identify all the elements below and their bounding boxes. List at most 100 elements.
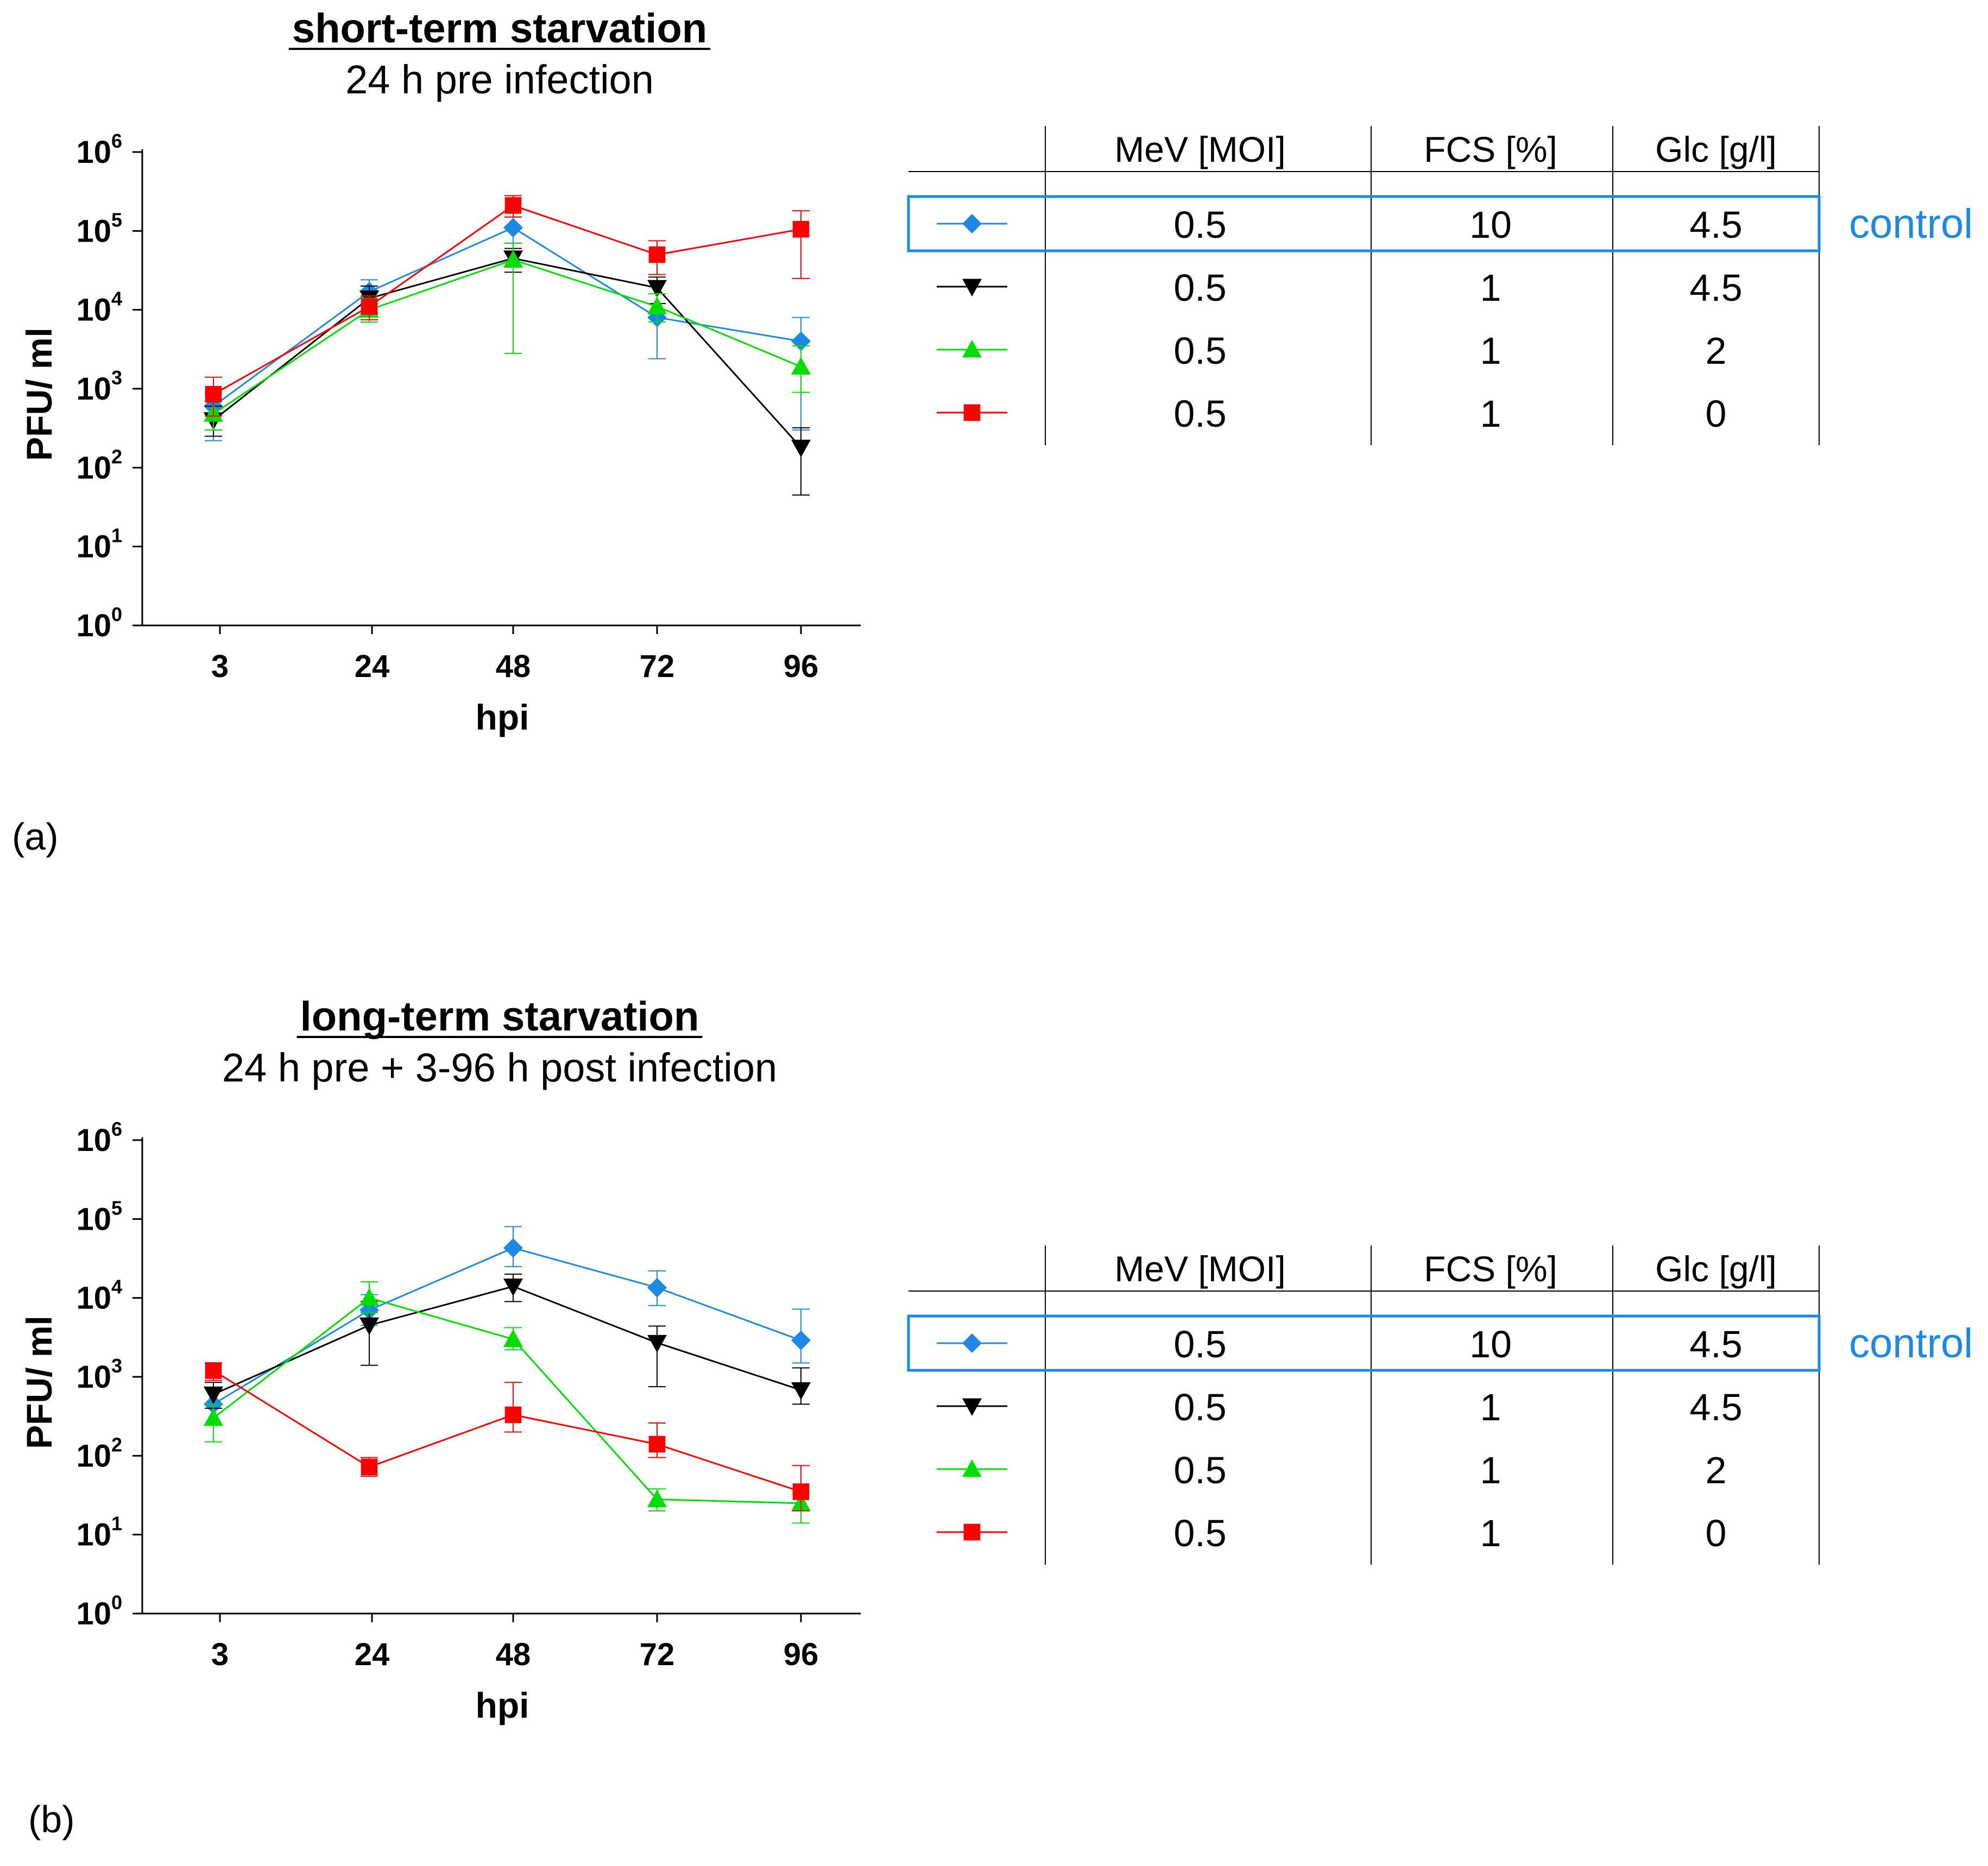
table-column-header: MeV [MOI] [1114,1249,1285,1289]
x-tick-label: 96 [784,1637,819,1672]
table-row: 0.5 1 2 [937,330,1726,372]
control-label: control [1849,201,1973,247]
series-triangle-down [204,248,811,496]
data-point [205,1362,222,1379]
series-square [205,195,810,417]
series-line [213,204,801,395]
control-highlight-box [907,1314,1821,1372]
control-label: control [1849,1320,1973,1367]
chart-title: long-term starvation [300,994,699,1040]
y-tick-base: 10 [76,1359,111,1395]
table-column-header: Glc [g/l] [1655,129,1777,169]
table-cell: 1 [1480,393,1501,435]
y-tick-base: 10 [76,1123,111,1158]
legend-marker [962,214,982,233]
data-point [205,385,222,403]
table-cell: 0.5 [1173,393,1226,435]
table-row: 0.5 1 2 [937,1449,1726,1491]
y-tick-base: 10 [76,450,111,485]
series-diamond [204,1226,811,1425]
y-tick-exponent: 5 [111,1197,122,1219]
legend-marker [963,1523,981,1541]
table-cell: 1 [1480,1449,1501,1491]
x-tick-label: 48 [496,649,531,684]
data-point [791,439,811,458]
panel-b: long-term starvation 24 h pre + 3-96 h po… [19,994,861,1840]
data-point [504,197,522,214]
y-tick-label: 106 [76,1118,122,1158]
data-point [503,250,523,268]
data-point [359,1288,379,1306]
x-tick-label: 48 [496,1637,531,1672]
table-row: 0.5 1 0 [937,393,1726,435]
x-axis-label: hpi [476,697,529,737]
table-row: 0.5 1 0 [937,1512,1726,1554]
table-cell: 0.5 [1173,204,1226,246]
data-point [647,1277,667,1298]
series-line [213,1370,801,1493]
panel-label: (b) [28,1798,75,1840]
y-tick-exponent: 3 [111,1355,122,1377]
data-point [791,1382,811,1400]
data-point [647,1489,667,1508]
table-cell: 1 [1480,330,1501,372]
panel-label: (a) [12,815,59,858]
y-tick-base: 10 [76,371,111,407]
legend-marker [962,1333,982,1353]
y-tick-label: 105 [76,208,122,249]
y-tick-label: 102 [76,445,122,485]
table-cell: 1 [1480,267,1501,309]
table-cell: 0.5 [1173,1323,1226,1365]
table-column-header: Glc [g/l] [1655,1249,1777,1289]
legend-marker [962,279,982,296]
data-point [791,357,811,375]
table-cell: 0 [1706,393,1727,435]
data-point [361,1458,378,1476]
data-point [503,1329,523,1348]
y-tick-base: 10 [76,213,111,249]
series-triangle-down [204,1273,811,1409]
table-cell: 0.5 [1173,1449,1226,1491]
table-cell: 4.5 [1689,267,1742,309]
table-row: 0.5 1 4.5 [937,1386,1743,1428]
chart-title: short-term starvation [292,5,707,52]
x-tick-label: 24 [355,649,390,684]
table-column-header: FCS [%] [1424,129,1557,169]
table-cell: 10 [1469,1323,1512,1365]
table-cell: 2 [1706,1449,1727,1491]
y-tick-label: 104 [76,288,122,328]
table-cell: 0.5 [1173,1512,1226,1554]
series-line [213,1247,801,1405]
legend-marker [963,404,981,421]
y-tick-base: 10 [76,1438,111,1473]
table-cell: 0.5 [1173,267,1226,309]
table-cell: 10 [1469,204,1512,246]
table-cell: 1 [1480,1386,1501,1428]
table-cell: 1 [1480,1512,1501,1554]
series-line [213,1297,801,1504]
x-tick-label: 3 [211,1637,229,1672]
legend-marker [962,1459,982,1477]
data-point [647,1334,667,1353]
data-point [791,1330,811,1350]
y-tick-label: 106 [76,130,122,170]
data-point [204,1386,223,1405]
table-cell: 0.5 [1173,330,1226,372]
data-point [361,298,378,315]
table-cell: 0.5 [1173,1386,1226,1428]
table-row: control 0.5 10 4.5 [907,1314,1973,1372]
y-tick-label: 103 [76,1355,122,1395]
table-cell: 4.5 [1689,1386,1742,1428]
table-cell: 4.5 [1689,1323,1742,1365]
y-tick-label: 100 [76,603,122,643]
y-tick-label: 101 [76,1513,122,1553]
data-point [503,218,523,238]
y-tick-base: 10 [76,135,111,170]
table-column-header: MeV [MOI] [1114,129,1285,169]
y-tick-base: 10 [76,529,111,565]
y-tick-label: 105 [76,1197,122,1237]
y-tick-label: 100 [76,1591,122,1631]
y-tick-base: 10 [76,293,111,328]
y-tick-exponent: 1 [111,524,122,547]
